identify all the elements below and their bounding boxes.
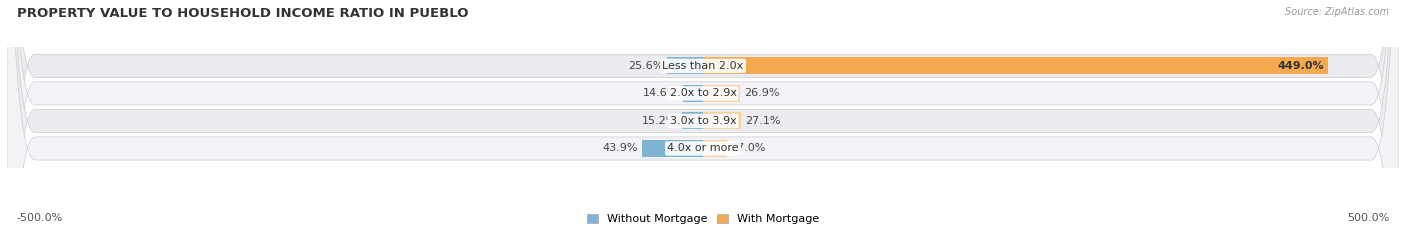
Bar: [683, 85, 703, 102]
Text: 2.0x to 2.9x: 2.0x to 2.9x: [669, 88, 737, 98]
Text: 500.0%: 500.0%: [1347, 212, 1389, 223]
Text: 14.6%: 14.6%: [643, 88, 679, 98]
Legend: Without Mortgage, With Mortgage: Without Mortgage, With Mortgage: [582, 209, 824, 229]
Text: PROPERTY VALUE TO HOUSEHOLD INCOME RATIO IN PUEBLO: PROPERTY VALUE TO HOUSEHOLD INCOME RATIO…: [17, 7, 468, 20]
Bar: [643, 140, 703, 157]
Text: 15.2%: 15.2%: [643, 116, 678, 126]
FancyBboxPatch shape: [7, 0, 1399, 233]
Bar: [682, 112, 703, 130]
Text: 4.0x or more: 4.0x or more: [668, 144, 738, 154]
Text: 25.6%: 25.6%: [628, 61, 664, 71]
Bar: [668, 57, 703, 74]
Bar: [703, 85, 741, 102]
Text: Source: ZipAtlas.com: Source: ZipAtlas.com: [1285, 7, 1389, 17]
Bar: [703, 140, 727, 157]
Text: 17.0%: 17.0%: [731, 144, 766, 154]
Text: 3.0x to 3.9x: 3.0x to 3.9x: [669, 116, 737, 126]
FancyBboxPatch shape: [7, 0, 1399, 233]
Text: 449.0%: 449.0%: [1277, 61, 1324, 71]
Text: 26.9%: 26.9%: [745, 88, 780, 98]
Text: -500.0%: -500.0%: [17, 212, 63, 223]
Bar: [703, 112, 741, 130]
Text: Less than 2.0x: Less than 2.0x: [662, 61, 744, 71]
FancyBboxPatch shape: [7, 0, 1399, 233]
Bar: [703, 57, 1329, 74]
Text: 27.1%: 27.1%: [745, 116, 780, 126]
FancyBboxPatch shape: [7, 0, 1399, 233]
Text: 43.9%: 43.9%: [602, 144, 638, 154]
